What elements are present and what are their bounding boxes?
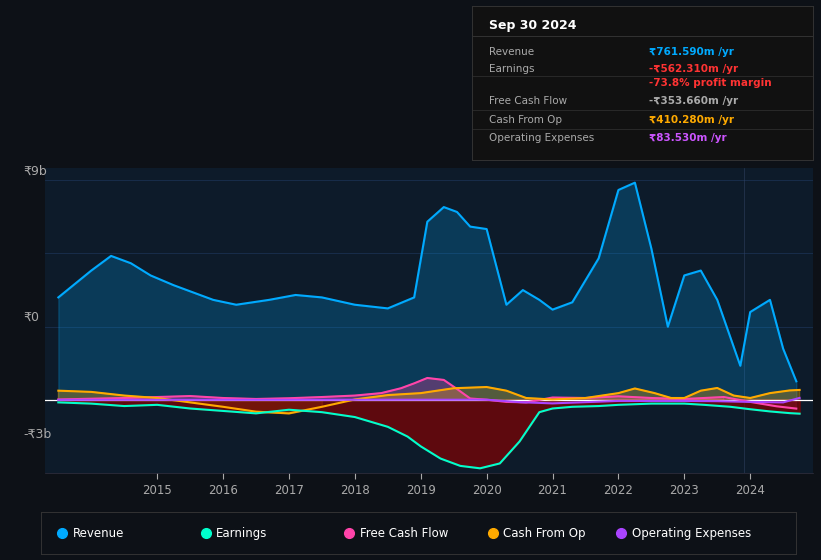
Text: Operating Expenses: Operating Expenses <box>489 133 594 143</box>
Text: ₹83.530m /yr: ₹83.530m /yr <box>649 133 727 143</box>
Text: ₹410.280m /yr: ₹410.280m /yr <box>649 115 734 124</box>
Text: ₹9b: ₹9b <box>23 165 47 178</box>
Text: Earnings: Earnings <box>489 64 534 74</box>
Text: Earnings: Earnings <box>216 527 268 540</box>
Text: ₹0: ₹0 <box>23 310 39 324</box>
Text: -73.8% profit margin: -73.8% profit margin <box>649 78 772 87</box>
Text: Sep 30 2024: Sep 30 2024 <box>489 20 576 32</box>
Text: Revenue: Revenue <box>73 527 124 540</box>
Text: Revenue: Revenue <box>489 47 534 57</box>
Text: Cash From Op: Cash From Op <box>489 115 562 124</box>
Text: -₹562.310m /yr: -₹562.310m /yr <box>649 64 738 74</box>
Text: -₹353.660m /yr: -₹353.660m /yr <box>649 96 738 106</box>
Text: -₹3b: -₹3b <box>23 427 51 441</box>
Text: Free Cash Flow: Free Cash Flow <box>360 527 448 540</box>
Text: ₹761.590m /yr: ₹761.590m /yr <box>649 47 734 57</box>
Text: Free Cash Flow: Free Cash Flow <box>489 96 567 106</box>
Text: Operating Expenses: Operating Expenses <box>631 527 751 540</box>
Text: Cash From Op: Cash From Op <box>503 527 586 540</box>
